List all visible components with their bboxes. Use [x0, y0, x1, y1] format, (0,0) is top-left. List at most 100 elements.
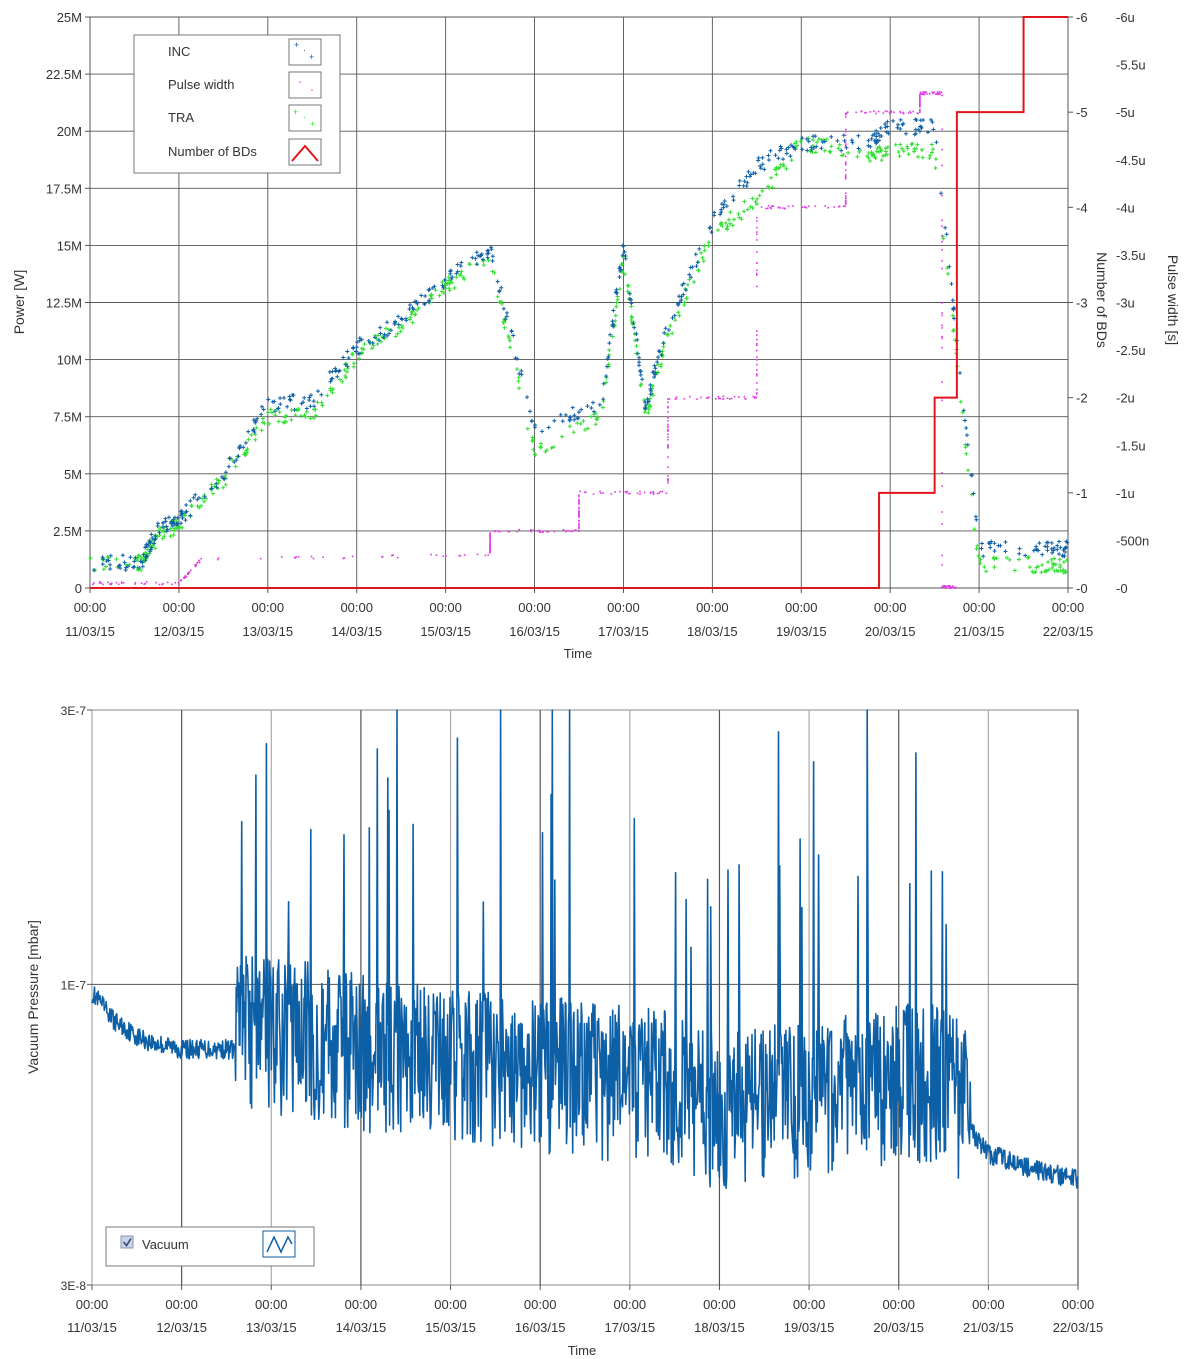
legend-swatch-tra-icon[interactable]: + + ·	[288, 104, 322, 132]
vacuum-x-tick-time: 00:00	[1062, 1297, 1095, 1312]
pulse-width-point	[722, 395, 725, 398]
pulse-width-point	[948, 584, 951, 587]
inc-point	[287, 394, 292, 399]
legend-swatch-bds-icon[interactable]	[288, 138, 322, 166]
pulse-width-point	[802, 206, 804, 209]
pulse-width-point	[162, 582, 164, 585]
tra-point	[362, 342, 367, 347]
inc-point	[640, 377, 645, 382]
pulse-width-point	[489, 547, 491, 549]
inc-point	[648, 383, 653, 388]
pulse-width-point	[667, 478, 669, 480]
pulse-width-y-tick-label: -500n	[1116, 533, 1149, 548]
tra-point	[810, 150, 815, 155]
legend-swatch-vacuum-icon[interactable]	[262, 1230, 296, 1258]
pulse-width-point	[889, 112, 891, 115]
tra-point	[581, 418, 586, 423]
tra-point	[898, 142, 903, 147]
inc-point	[687, 272, 692, 277]
inc-point	[532, 425, 537, 430]
pulse-width-point	[110, 583, 112, 586]
pulse-width-point	[174, 581, 176, 584]
inc-point	[504, 310, 509, 315]
inc-point	[676, 294, 681, 299]
pulse-width-point	[947, 585, 949, 587]
inc-point	[376, 338, 381, 343]
tra-point	[284, 413, 289, 418]
tra-point	[975, 543, 980, 548]
pulse-width-point	[756, 382, 758, 384]
tra-point	[530, 435, 535, 440]
inc-point	[992, 549, 997, 554]
pulse-width-point	[639, 490, 641, 493]
tra-point	[879, 158, 884, 163]
pulse-width-point	[342, 557, 344, 560]
pulse-width-point	[198, 561, 201, 564]
pulse-width-point	[435, 554, 438, 556]
inc-point	[519, 372, 524, 377]
inc-point	[272, 409, 277, 414]
pulse-width-point	[844, 195, 847, 197]
tra-point	[828, 149, 833, 154]
inc-point	[161, 520, 166, 525]
inc-point	[378, 325, 383, 330]
pulse-width-point	[743, 395, 746, 398]
tra-point	[539, 441, 544, 446]
inc-point	[793, 147, 798, 152]
inc-point	[921, 118, 926, 123]
pulse-width-point	[442, 555, 445, 558]
pulse-width-point	[106, 581, 109, 584]
tra-point	[168, 534, 173, 539]
bds-y-tick-label: -5	[1076, 105, 1088, 120]
tra-point	[139, 555, 144, 560]
pulse-width-point	[98, 582, 101, 584]
inc-point	[601, 381, 606, 386]
power-y-tick-label: 15M	[57, 238, 82, 253]
tra-point	[726, 217, 731, 222]
pulse-width-point	[941, 260, 943, 262]
legend-label-inc: INC	[168, 44, 190, 59]
pulse-width-point	[899, 110, 901, 113]
inc-point	[638, 369, 643, 374]
pulse-width-point	[844, 175, 847, 177]
tra-point	[699, 250, 704, 255]
tra-point	[467, 262, 472, 267]
inc-point	[856, 146, 861, 151]
legend-swatch-inc-icon[interactable]: + + ·	[288, 38, 322, 66]
inc-point	[241, 445, 246, 450]
inc-point	[259, 412, 264, 417]
tra-point	[673, 318, 678, 323]
tra-point	[303, 414, 308, 419]
pulse-width-point	[756, 330, 758, 332]
legend-swatch-pulse-width-icon[interactable]	[288, 71, 322, 99]
tra-point	[567, 424, 572, 429]
tra-point	[629, 314, 634, 319]
power-x-tick-date: 17/03/15	[598, 624, 649, 639]
tra-point	[625, 289, 630, 294]
pulse-width-point	[166, 581, 169, 584]
pulse-width-y-tick-label: -6u	[1116, 10, 1135, 25]
tra-point	[910, 141, 915, 146]
pulse-width-point	[667, 420, 669, 422]
pulse-width-point	[696, 398, 698, 400]
inc-point	[1017, 546, 1022, 551]
pulse-width-point	[939, 92, 941, 95]
inc-point	[804, 137, 809, 142]
pulse-width-point	[919, 93, 921, 96]
inc-point	[969, 473, 974, 478]
pulse-width-point	[926, 93, 928, 95]
vacuum-visibility-checkbox[interactable]	[120, 1235, 134, 1249]
tra-point	[629, 318, 634, 323]
power-x-tick-date: 15/03/15	[420, 624, 471, 639]
tra-point	[876, 149, 881, 154]
pulse-width-point	[805, 207, 808, 209]
pulse-width-point	[756, 393, 758, 395]
tra-point	[516, 375, 521, 380]
pulse-width-point	[493, 530, 496, 533]
pulse-width-point	[578, 501, 580, 504]
inc-point	[591, 409, 596, 414]
tra-point	[837, 142, 842, 147]
legend-label-bds: Number of BDs	[168, 144, 257, 159]
pulse-width-point	[578, 524, 580, 526]
power-y-tick-label: 12.5M	[46, 296, 82, 311]
